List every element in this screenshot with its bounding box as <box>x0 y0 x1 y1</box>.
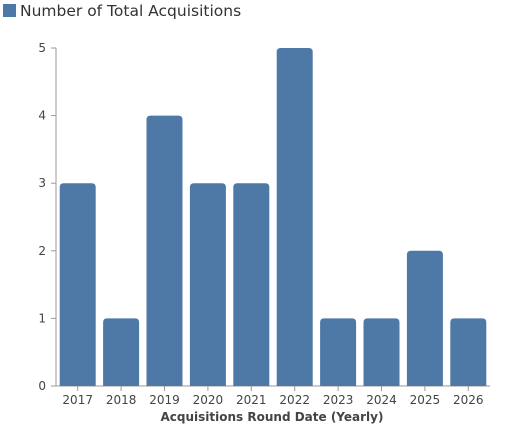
x-tick-label: 2025 <box>410 393 441 407</box>
x-tick-label: 2020 <box>193 393 224 407</box>
legend: Number of Total Acquisitions <box>3 2 241 20</box>
bar-2017[interactable] <box>59 183 96 386</box>
y-tick-label: 0 <box>38 379 46 393</box>
x-tick-label: 2023 <box>323 393 354 407</box>
y-axis: 0 1 2 3 4 5 <box>38 41 57 393</box>
x-tick-label: 2022 <box>279 393 310 407</box>
bar-2019[interactable] <box>146 115 183 386</box>
x-axis-title: Acquisitions Round Date (Yearly) <box>161 410 384 424</box>
x-axis: 2017 2018 2019 2020 2021 2022 2023 2024 2025 2026 <box>56 385 490 407</box>
bar-2021[interactable] <box>233 183 270 386</box>
bar-2023[interactable] <box>320 318 357 386</box>
y-tick-label: 5 <box>38 41 46 55</box>
legend-swatch <box>3 4 16 17</box>
bar-2024[interactable] <box>363 318 400 386</box>
y-tick-label: 4 <box>38 109 46 123</box>
x-tick-label: 2017 <box>62 393 93 407</box>
bar-2020[interactable] <box>189 183 226 386</box>
x-tick-label: 2019 <box>149 393 180 407</box>
y-tick-label: 2 <box>38 244 46 258</box>
y-tick-label: 3 <box>38 176 46 190</box>
bar-2025[interactable] <box>406 250 443 386</box>
bar-2018[interactable] <box>103 318 140 386</box>
y-tick-label: 1 <box>38 311 46 325</box>
bar-2022[interactable] <box>276 48 313 386</box>
x-tick-label: 2021 <box>236 393 267 407</box>
bar-2026[interactable] <box>450 318 487 386</box>
bar-series <box>59 48 487 386</box>
legend-label: Number of Total Acquisitions <box>20 2 241 20</box>
x-tick-label: 2018 <box>106 393 137 407</box>
x-tick-label: 2026 <box>453 393 484 407</box>
x-tick-label: 2024 <box>366 393 397 407</box>
